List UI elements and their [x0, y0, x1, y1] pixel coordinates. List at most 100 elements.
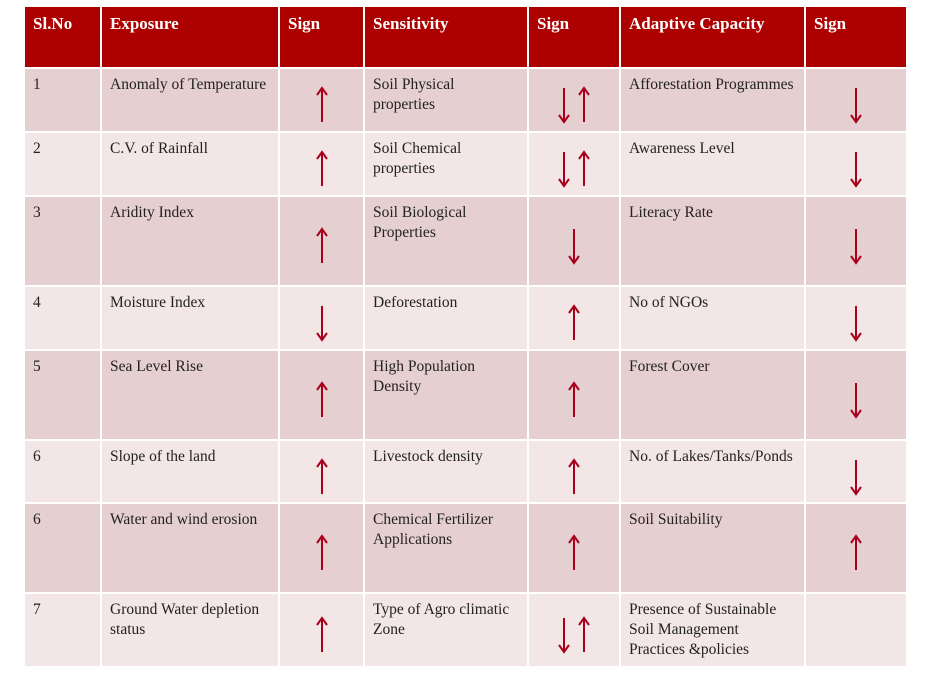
slno-cell: 6 — [23, 502, 102, 594]
adaptive-capacity-cell: Presence of Sustainable Soil Management … — [619, 592, 806, 668]
header-sign: Sign — [527, 5, 621, 69]
sign-arrows — [280, 351, 363, 439]
slno-cell: 1 — [23, 67, 102, 133]
table-row: 2 C.V. of Rainfall Soil Chemical propertie… — [23, 131, 908, 197]
arrow-down-icon — [850, 88, 862, 124]
exposure-sign-cell — [278, 285, 365, 351]
sensitivity-sign-cell — [527, 592, 621, 668]
arrow-up-icon — [315, 227, 328, 263]
sensitivity-sign-cell — [527, 502, 621, 594]
arrow-up-icon — [315, 534, 328, 570]
sign-arrows — [280, 504, 363, 592]
exposure-sign-cell — [278, 349, 365, 441]
arrow-down-icon — [850, 152, 862, 188]
sensitivity-cell: High Population Density — [363, 349, 529, 441]
adaptive-sign-cell — [804, 502, 908, 594]
arrow-down-icon — [850, 229, 862, 265]
slno-cell: 4 — [23, 285, 102, 351]
adaptive-sign-cell — [804, 592, 908, 668]
exposure-cell: C.V. of Rainfall — [100, 131, 280, 197]
exposure-cell: Moisture Index — [100, 285, 280, 351]
exposure-sign-cell — [278, 67, 365, 133]
sign-arrows — [806, 351, 906, 439]
sensitivity-cell: Livestock density — [363, 439, 529, 504]
arrow-down-icon — [558, 152, 570, 188]
sensitivity-cell: Type of Agro climatic Zone — [363, 592, 529, 668]
sensitivity-sign-cell — [527, 285, 621, 351]
adaptive-sign-cell — [804, 195, 908, 287]
exposure-sign-cell — [278, 592, 365, 668]
arrow-up-icon — [568, 304, 580, 340]
sensitivity-cell: Soil Chemical properties — [363, 131, 529, 197]
arrow-down-icon — [558, 88, 570, 124]
arrow-up-icon — [578, 150, 590, 186]
sign-arrows — [529, 441, 619, 502]
exposure-sign-cell — [278, 502, 365, 594]
adaptive-sign-cell — [804, 439, 908, 504]
header-sensitivity: Sensitivity — [363, 5, 529, 69]
arrow-down-icon — [315, 306, 328, 342]
header-row: Sl.No Exposure Sign Sensitivity Sign Ada… — [23, 5, 908, 69]
sensitivity-sign-cell — [527, 195, 621, 287]
adaptive-capacity-cell: Soil Suitability — [619, 502, 806, 594]
sensitivity-sign-cell — [527, 67, 621, 133]
sign-arrows — [280, 441, 363, 502]
arrow-up-icon — [568, 457, 580, 494]
adaptive-sign-cell — [804, 285, 908, 351]
arrow-down-icon — [568, 229, 580, 265]
adaptive-capacity-cell: Afforestation Programmes — [619, 67, 806, 133]
sign-arrows — [806, 69, 906, 131]
arrow-up-icon — [850, 534, 862, 570]
table-row: 6 Water and wind erosion Chemical Fertiliz… — [23, 502, 908, 594]
arrow-up-icon — [315, 457, 328, 494]
adaptive-sign-cell — [804, 131, 908, 197]
sign-arrows — [280, 594, 363, 666]
sign-arrows — [529, 351, 619, 439]
adaptive-capacity-cell: No. of Lakes/Tanks/Ponds — [619, 439, 806, 504]
adaptive-capacity-cell: Literacy Rate — [619, 195, 806, 287]
arrow-up-icon — [315, 150, 328, 186]
adaptive-sign-cell — [804, 349, 908, 441]
arrow-up-icon — [315, 616, 328, 652]
table-row: 1 Anomaly of Temperature Soil Physical pro… — [23, 67, 908, 133]
sign-arrows — [529, 133, 619, 195]
slno-cell: 6 — [23, 439, 102, 504]
table-row: 6 Slope of the land Livestock density No. o… — [23, 439, 908, 504]
sensitivity-sign-cell — [527, 439, 621, 504]
exposure-sign-cell — [278, 439, 365, 504]
header-sign: Sign — [804, 5, 908, 69]
adaptive-capacity-cell: No of NGOs — [619, 285, 806, 351]
slno-cell: 2 — [23, 131, 102, 197]
slno-cell: 5 — [23, 349, 102, 441]
arrow-up-icon — [578, 616, 590, 652]
arrow-down-icon — [850, 383, 862, 419]
exposure-cell: Ground Water depletion status — [100, 592, 280, 668]
exposure-sign-cell — [278, 195, 365, 287]
sign-arrows — [806, 441, 906, 502]
sensitivity-cell: Soil Biological Properties — [363, 195, 529, 287]
table-row: 5 Sea Level Rise High Population Density Fo… — [23, 349, 908, 441]
sign-arrows — [280, 133, 363, 195]
exposure-cell: Aridity Index — [100, 195, 280, 287]
sign-arrows — [806, 287, 906, 349]
arrow-up-icon — [315, 86, 328, 122]
table-row: 3 Aridity Index Soil Biological Properties… — [23, 195, 908, 287]
sign-arrows — [806, 504, 906, 592]
arrow-down-icon — [558, 618, 570, 654]
sign-arrows — [529, 504, 619, 592]
sign-arrows — [280, 197, 363, 285]
sign-arrows — [529, 594, 619, 666]
sign-arrows — [529, 69, 619, 131]
adaptive-sign-cell — [804, 67, 908, 133]
arrow-down-icon — [850, 306, 862, 342]
sensitivity-cell: Soil Physical properties — [363, 67, 529, 133]
sign-arrows — [529, 197, 619, 285]
sensitivity-cell: Chemical Fertilizer Applications — [363, 502, 529, 594]
exposure-cell: Slope of the land — [100, 439, 280, 504]
slno-cell: 7 — [23, 592, 102, 668]
adaptive-capacity-cell: Awareness Level — [619, 131, 806, 197]
arrow-up-icon — [578, 86, 590, 122]
exposure-cell: Water and wind erosion — [100, 502, 280, 594]
exposure-cell: Anomaly of Temperature — [100, 67, 280, 133]
sign-arrows — [280, 69, 363, 131]
